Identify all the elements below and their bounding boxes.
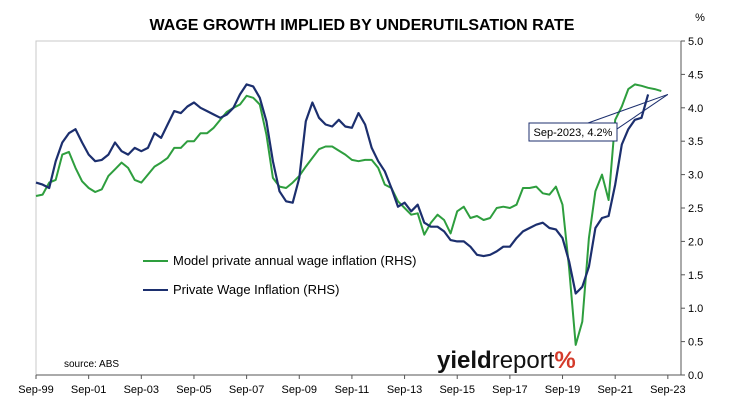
x-tick-label: Sep-01 xyxy=(71,384,106,396)
y-tick-label: 0.5 xyxy=(688,337,703,349)
annotation: Sep-2023, 4.2% xyxy=(528,93,669,142)
legend-label-private: Private Wage Inflation (RHS) xyxy=(173,282,339,297)
y-tick-label: 3.0 xyxy=(688,170,703,182)
source-note: source: ABS xyxy=(64,359,119,370)
x-tick-label: Sep-23 xyxy=(650,384,685,396)
x-tick-label: Sep-03 xyxy=(124,384,159,396)
annotation-leader-line xyxy=(616,94,669,130)
x-tick-label: Sep-17 xyxy=(492,384,527,396)
x-tick-label: Sep-09 xyxy=(282,384,317,396)
series-lines xyxy=(35,83,662,346)
annotation-label: Sep-2023, 4.2% xyxy=(534,127,613,139)
x-tick-label: Sep-07 xyxy=(229,384,264,396)
y-tick-label: 3.5 xyxy=(688,136,703,148)
yieldreport-logo: yieldreport% xyxy=(437,347,576,374)
y-tick-label: 4.5 xyxy=(688,69,703,81)
y-tick-label: 4.0 xyxy=(688,103,703,115)
legend: Model private annual wage inflation (RHS… xyxy=(143,253,417,297)
y-axis-unit: % xyxy=(695,12,705,24)
x-tick-label: Sep-21 xyxy=(597,384,632,396)
chart-title: WAGE GROWTH IMPLIED BY UNDERUTILSATION R… xyxy=(150,17,575,34)
y-tick-label: 5.0 xyxy=(688,36,703,48)
x-tick-label: Sep-05 xyxy=(176,384,211,396)
x-tick-label: Sep-15 xyxy=(439,384,474,396)
y-tick-label: 1.5 xyxy=(688,270,703,282)
annotation-box xyxy=(528,122,618,142)
x-tick-label: Sep-99 xyxy=(18,384,53,396)
annotation-leader-line xyxy=(587,93,669,124)
y-tick-label: 2.0 xyxy=(688,236,703,248)
y-tick-label: 0.0 xyxy=(688,370,703,382)
series-model-wage-inflation xyxy=(35,83,662,346)
series-private-wage-inflation xyxy=(35,83,650,295)
plot-area xyxy=(35,40,682,376)
x-tick-label: Sep-13 xyxy=(387,384,422,396)
x-tick-label: Sep-19 xyxy=(545,384,580,396)
y-tick-label: 1.0 xyxy=(688,303,703,315)
svg-text:yieldreport%: yieldreport% xyxy=(437,347,576,374)
y-axis-ticks: 0.0 0.5 1.0 1.5 2.0 2.5 3.0 3.5 4.0 4.5 5.0 xyxy=(681,36,703,382)
x-tick-label: Sep-11 xyxy=(335,384,370,396)
legend-label-model: Model private annual wage inflation (RHS… xyxy=(173,253,417,268)
x-axis-ticks: Sep-99 Sep-01 Sep-03 Sep-05 Sep-07 Sep-09 Sep-… xyxy=(18,375,686,396)
y-tick-label: 2.5 xyxy=(688,203,703,215)
